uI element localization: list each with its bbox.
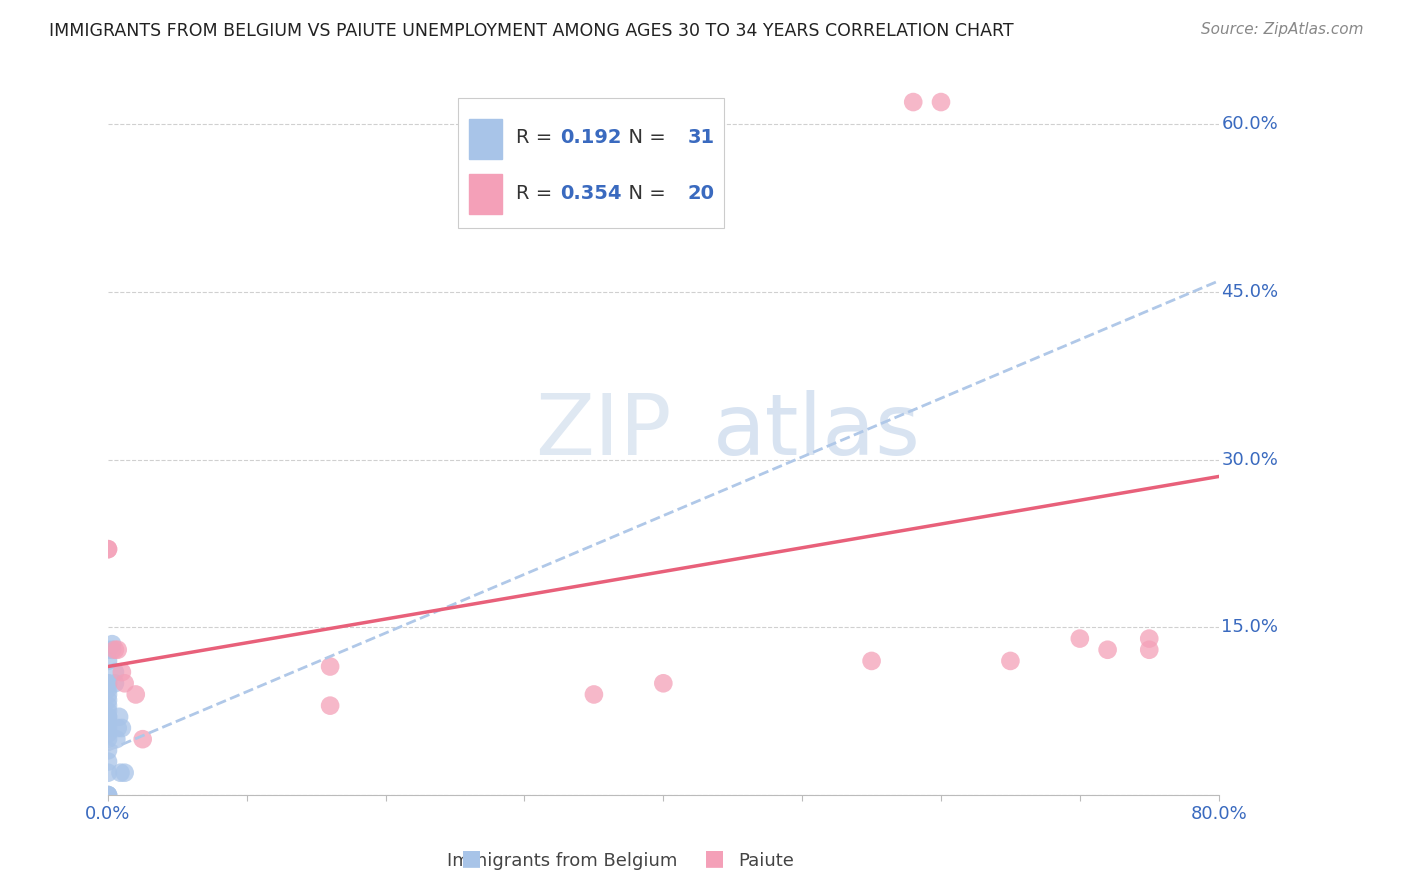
- Text: 45.0%: 45.0%: [1222, 283, 1278, 301]
- Point: [1137, 642, 1160, 657]
- Point: [97, 681, 120, 696]
- Point: [111, 665, 134, 679]
- Point: [97, 693, 120, 707]
- Text: ZIP: ZIP: [536, 391, 672, 474]
- Point: [97, 788, 120, 802]
- Point: [101, 637, 124, 651]
- Text: IMMIGRANTS FROM BELGIUM VS PAIUTE UNEMPLOYMENT AMONG AGES 30 TO 34 YEARS CORRELA: IMMIGRANTS FROM BELGIUM VS PAIUTE UNEMPL…: [49, 22, 1014, 40]
- Point: [652, 676, 675, 690]
- Text: 20: 20: [688, 184, 714, 203]
- Text: R =: R =: [516, 128, 558, 147]
- Point: [107, 721, 129, 735]
- Bar: [470, 120, 502, 160]
- Point: [131, 732, 153, 747]
- Point: [903, 95, 925, 109]
- Point: [97, 788, 120, 802]
- Point: [582, 688, 605, 702]
- Point: [1000, 654, 1022, 668]
- Text: Paiute: Paiute: [738, 852, 794, 870]
- Point: [97, 688, 120, 702]
- Point: [97, 710, 120, 724]
- Point: [97, 676, 120, 690]
- Text: atlas: atlas: [713, 391, 921, 474]
- Text: ■: ■: [704, 848, 724, 868]
- Point: [97, 676, 120, 690]
- Text: Immigrants from Belgium: Immigrants from Belgium: [447, 852, 678, 870]
- Point: [97, 710, 120, 724]
- Point: [104, 676, 127, 690]
- Point: [108, 710, 131, 724]
- Text: 31: 31: [688, 128, 714, 147]
- Text: Source: ZipAtlas.com: Source: ZipAtlas.com: [1201, 22, 1364, 37]
- Point: [104, 665, 127, 679]
- Text: 30.0%: 30.0%: [1222, 450, 1278, 468]
- Text: 60.0%: 60.0%: [1222, 115, 1278, 134]
- Point: [105, 732, 128, 747]
- Point: [97, 765, 120, 780]
- Point: [97, 704, 120, 718]
- Point: [101, 642, 124, 657]
- Text: N =: N =: [616, 184, 672, 203]
- Point: [97, 698, 120, 713]
- Point: [97, 743, 120, 757]
- Point: [104, 642, 127, 657]
- Bar: [470, 174, 502, 214]
- Point: [114, 765, 136, 780]
- Point: [97, 542, 120, 557]
- Point: [125, 688, 148, 702]
- Point: [929, 95, 952, 109]
- FancyBboxPatch shape: [458, 97, 724, 228]
- Point: [860, 654, 883, 668]
- Point: [1069, 632, 1091, 646]
- Point: [97, 542, 120, 557]
- Point: [319, 659, 342, 673]
- Point: [97, 654, 120, 668]
- Text: 15.0%: 15.0%: [1222, 618, 1278, 636]
- Point: [97, 732, 120, 747]
- Point: [1137, 632, 1160, 646]
- Point: [1097, 642, 1119, 657]
- Point: [97, 721, 120, 735]
- Text: R =: R =: [516, 184, 558, 203]
- Point: [110, 765, 132, 780]
- Point: [97, 642, 120, 657]
- Text: N =: N =: [616, 128, 672, 147]
- Point: [114, 676, 136, 690]
- Point: [97, 755, 120, 769]
- Text: 0.354: 0.354: [560, 184, 621, 203]
- Point: [97, 726, 120, 740]
- Text: ■: ■: [461, 848, 481, 868]
- Point: [319, 698, 342, 713]
- Point: [111, 721, 134, 735]
- Text: 0.192: 0.192: [560, 128, 621, 147]
- Point: [97, 715, 120, 730]
- Point: [97, 788, 120, 802]
- Point: [107, 642, 129, 657]
